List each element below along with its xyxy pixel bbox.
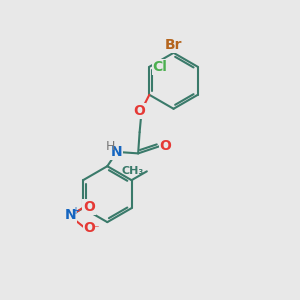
- Text: ⁻: ⁻: [92, 223, 99, 236]
- Text: O: O: [83, 200, 95, 214]
- Text: Br: Br: [165, 38, 182, 52]
- Text: O: O: [84, 221, 95, 235]
- Text: O: O: [160, 139, 172, 153]
- Text: CH₃: CH₃: [122, 166, 144, 176]
- Text: +: +: [71, 206, 79, 215]
- Text: Cl: Cl: [152, 60, 167, 74]
- Text: H: H: [106, 140, 115, 153]
- Text: N: N: [110, 145, 122, 159]
- Text: O: O: [134, 104, 146, 118]
- Text: N: N: [64, 208, 76, 222]
